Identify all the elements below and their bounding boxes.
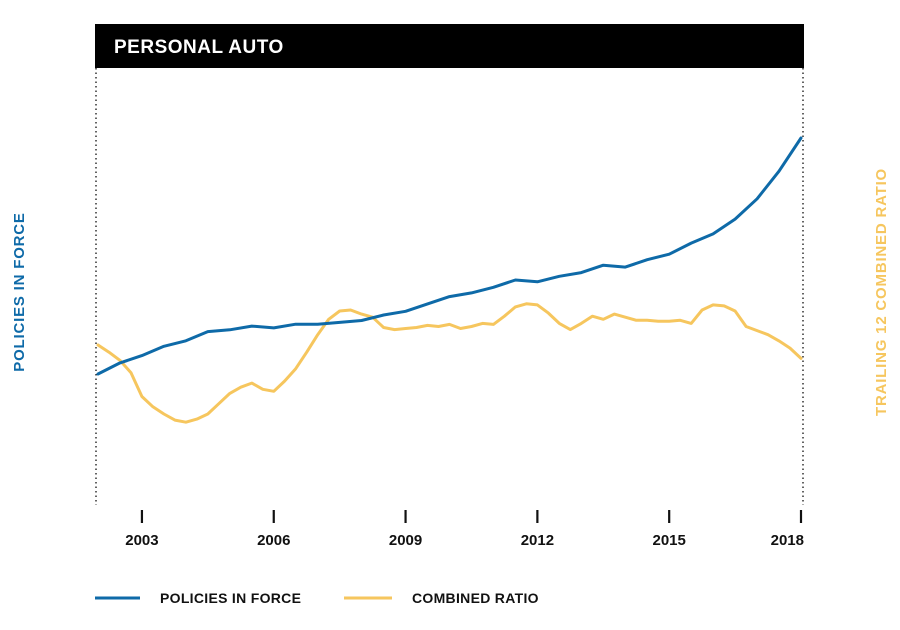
x-tick-label-2009: 2009 [389, 532, 422, 549]
x-tick-label-2006: 2006 [257, 532, 290, 549]
x-axis: 2003 2006 2009 2012 2015 2018 [125, 510, 804, 549]
chart-title: PERSONAL AUTO [114, 37, 284, 58]
x-tick-label-2018: 2018 [771, 532, 804, 549]
x-tick-label-2015: 2015 [653, 532, 686, 549]
legend-label-policies: POLICIES IN FORCE [160, 590, 301, 606]
left-axis-title: POLICIES IN FORCE [11, 212, 28, 371]
legend-label-combined-ratio: COMBINED RATIO [412, 590, 539, 606]
right-axis-title: TRAILING 12 COMBINED RATIO [873, 168, 890, 416]
plot-area [96, 136, 803, 424]
series-line-policies [96, 136, 803, 376]
title-bar [95, 24, 804, 68]
x-tick-label-2003: 2003 [125, 532, 158, 549]
x-tick-label-2012: 2012 [521, 532, 554, 549]
series-line-combined-ratio [96, 302, 803, 424]
legend: POLICIES IN FORCE COMBINED RATIO [95, 590, 539, 606]
